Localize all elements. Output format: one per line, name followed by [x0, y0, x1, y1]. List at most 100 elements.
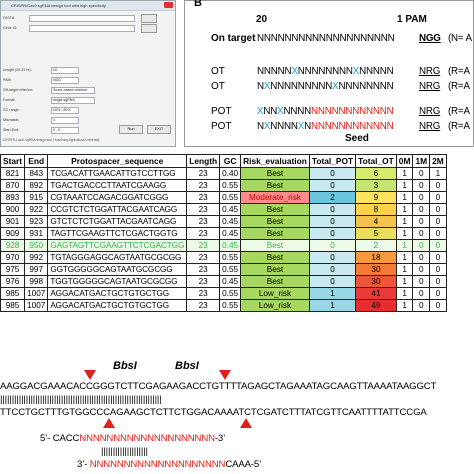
table-cell: 976: [0, 275, 26, 288]
table-row[interactable]: 909 931 TAGTTCGAAGTTCTCGACTGGTG 23 0.45 Best 0…: [0, 227, 447, 240]
table-cell: 23: [186, 251, 221, 264]
table-cell: 23: [186, 239, 221, 252]
table-cell: 9: [355, 191, 397, 204]
table-row[interactable]: 901 923 GTCTCTCTGGATTACGAATCAGG 23 0.45 Best 0…: [0, 215, 447, 228]
table-cell: 23: [186, 227, 221, 240]
field-input[interactable]: Score-based criterion: [51, 87, 95, 94]
row-label: POT: [211, 121, 232, 132]
table-row[interactable]: 976 998 TGGTGGGGGCAGTAATGCGCGG 23 0.45 Best 0 3…: [0, 275, 447, 288]
table-row[interactable]: 928 950 GAGTAGTTCGAAGTTCTCGACTGG 23 0.45 Best…: [0, 239, 447, 252]
field-label: FASTA:: [3, 16, 16, 20]
table-cell: 0.55: [219, 287, 242, 300]
table-cell: 0: [308, 215, 357, 228]
field-input[interactable]: 4: [51, 117, 79, 124]
browse-button[interactable]: [141, 24, 157, 33]
table-cell: Best: [240, 227, 310, 240]
table-cell: 0: [429, 191, 447, 204]
table-cell: 1: [395, 239, 414, 252]
table-cell: 0.55: [219, 179, 242, 192]
row-label: On target: [211, 33, 256, 44]
table-cell: 23: [186, 179, 221, 192]
table-row[interactable]: 821 843 TCGACATTGAACATTGTCCTTGG 23 0.40 Best 0…: [0, 167, 447, 180]
table-cell: 0: [429, 239, 447, 252]
table-cell: 1: [395, 299, 414, 312]
table-cell: 970: [0, 251, 26, 264]
table-cell: Low_risk: [240, 299, 310, 312]
oligo-forward: 5’- CACCNNNNNNNNNNNNNNNNNNNN-3’: [40, 433, 225, 444]
table-cell: AGGACATGACTGCTGTGCTGG: [47, 287, 188, 300]
table-row[interactable]: 893 915 CGTAAATCCAGACGGATCGGG 23 0.55 Moderat…: [0, 191, 447, 204]
field-label: Off-target criterion:: [3, 88, 33, 92]
column-header[interactable]: 1M: [412, 154, 431, 168]
table-cell: 3: [355, 179, 397, 192]
table-cell: 1: [395, 203, 414, 216]
field-input[interactable]: NGG: [51, 77, 79, 84]
table-cell: 4: [355, 215, 397, 228]
table-cell: 892: [24, 179, 49, 192]
column-header[interactable]: Total_POT: [308, 154, 357, 168]
base-note: (R=A: [448, 81, 470, 92]
column-header[interactable]: 0M: [395, 154, 414, 168]
target-sequence: XNNXNNNNNNNNNNNNNNNN: [257, 106, 394, 117]
base-note: (R=A: [448, 121, 470, 132]
table-cell: 49: [355, 299, 397, 312]
column-header[interactable]: Length: [186, 154, 221, 168]
field-input[interactable]: [29, 15, 135, 22]
pam: NRG: [419, 106, 441, 117]
table-row[interactable]: 985 1007 AGGACATGACTGCTGTGCTGG 23 0.55 Low_ri…: [0, 287, 447, 300]
table-cell: 0: [412, 167, 431, 180]
column-header[interactable]: End: [24, 154, 49, 168]
table-cell: 0.45: [219, 215, 242, 228]
pam: NRG: [419, 121, 441, 132]
field-input[interactable]: 20: [51, 67, 79, 74]
table-cell: GGTGGGGGCAGTAATGCGCGG: [47, 263, 188, 276]
run-button[interactable]: Run: [119, 125, 143, 134]
column-header[interactable]: Protospacer_sequence: [47, 154, 188, 168]
table-row[interactable]: 975 997 GGTGGGGGCAGTAATGCGCGG 23 0.55 Best 0 30…: [0, 263, 447, 276]
table-cell: AGGACATGACTGCTGTGCTGG: [47, 299, 188, 312]
row-label: OT: [211, 66, 225, 77]
table-cell: 1: [395, 287, 414, 300]
table-cell: 975: [0, 263, 26, 276]
table-cell: 0.55: [219, 263, 242, 276]
table-cell: 0: [429, 251, 447, 264]
column-header[interactable]: GC: [219, 154, 242, 168]
table-cell: 1: [395, 275, 414, 288]
table-cell: 0: [308, 275, 357, 288]
column-header[interactable]: Start: [0, 154, 26, 168]
table-cell: 992: [24, 251, 49, 264]
table-cell: 8: [355, 203, 397, 216]
table-row[interactable]: 970 992 TGTAGGGAGGCAGTAATGCGCGG 23 0.55 Best 0…: [0, 251, 447, 264]
table-cell: 23: [186, 275, 221, 288]
table-row[interactable]: 870 892 TGACTGACCCTTAATCGAAGG 23 0.55 Best 0 3 1…: [0, 179, 447, 192]
field-input[interactable]: 0 - 0: [51, 127, 79, 134]
table-cell: 900: [0, 203, 26, 216]
field-input[interactable]: single sgRNA: [51, 97, 95, 104]
column-header[interactable]: Total_OT: [355, 154, 397, 168]
field-input[interactable]: 20% - 80%: [51, 107, 79, 114]
close-icon[interactable]: [164, 2, 173, 8]
table-cell: 0: [412, 275, 431, 288]
table-row[interactable]: 900 922 CCGTCTCTGGATTACGAATCAGG 23 0.45 Best 0…: [0, 203, 447, 216]
bottom-strand: TTCCTGCTTTGTGGCCCAGAAGCTCTTCTGGACAAAATCT…: [0, 407, 427, 418]
exit-button[interactable]: EXIT: [147, 125, 171, 134]
table-header-row: Start End Protospacer_sequence Length GC Risk…: [0, 154, 447, 168]
table-cell: 0.55: [219, 251, 242, 264]
target-sequence: NXNNNNXNNNNNNNNNNNNN: [257, 121, 394, 132]
browse-button[interactable]: [141, 14, 157, 23]
table-row[interactable]: 985 1007 AGGACATGACTGCTGTGCTGG 23 0.55 Low_ri…: [0, 299, 447, 312]
table-cell: 6: [355, 167, 397, 180]
pam: NRG: [419, 66, 441, 77]
column-header[interactable]: Risk_evaluation: [240, 154, 310, 168]
table-cell: 998: [24, 275, 49, 288]
table-cell: 0: [308, 167, 357, 180]
table-cell: 0: [412, 251, 431, 264]
column-header[interactable]: 2M: [429, 154, 447, 168]
table-cell: 0: [308, 263, 357, 276]
pam: NGG: [419, 33, 441, 44]
table-cell: 0: [429, 287, 447, 300]
row-label: OT: [211, 81, 225, 92]
oligo-forward-spacer: NNNNNNNNNNNNNNNNNNNN: [79, 433, 215, 444]
table-cell: 23: [186, 287, 221, 300]
field-input[interactable]: [29, 25, 135, 32]
